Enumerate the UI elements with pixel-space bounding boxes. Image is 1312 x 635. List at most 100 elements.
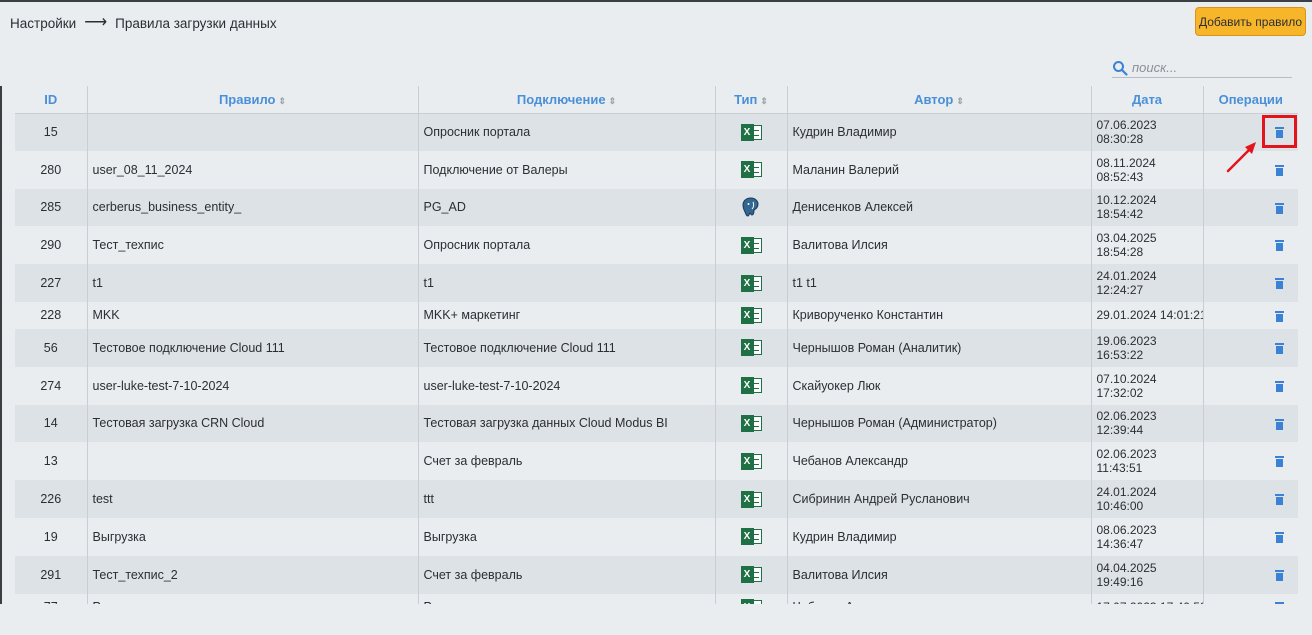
table-row[interactable]: 13 Счет за февраль X Чебанов Александр 02.06… xyxy=(15,442,1298,481)
sort-icon[interactable]: ⇕ xyxy=(956,95,964,106)
delete-icon[interactable] xyxy=(1275,569,1284,581)
cell-date: 07.06.2023 08:30:28 xyxy=(1091,113,1204,151)
column-header-rule[interactable]: Правило ⇕ xyxy=(87,86,419,114)
cell-type: X xyxy=(715,517,788,556)
cell-connection: MKK+ маркетинг xyxy=(418,301,716,329)
time-line: 14:36:47 xyxy=(1096,536,1144,551)
table-row[interactable]: 15 Опросник портала X Кудрин Владимир 07.06.… xyxy=(15,113,1298,151)
cell-author: Валитова Илсия xyxy=(787,226,1092,265)
sort-icon[interactable]: ⇕ xyxy=(608,95,617,106)
breadcrumb-settings-link[interactable]: Настройки xyxy=(10,15,77,31)
time-line: 17:32:02 xyxy=(1096,385,1144,400)
delete-icon[interactable] xyxy=(1275,602,1284,604)
cell-connection: user-luke-test-7-10-2024 xyxy=(418,366,716,405)
date-line: 02.06.2023 xyxy=(1096,447,1157,462)
search-icon[interactable] xyxy=(1112,60,1128,76)
cell-rule: user-luke-test-7-10-2024 xyxy=(87,366,419,405)
time-line: 11:43:51 xyxy=(1096,461,1143,476)
date-line: 24.01.2024 xyxy=(1096,269,1157,284)
column-header-author[interactable]: Автор ⇕ xyxy=(787,86,1092,114)
delete-icon[interactable] xyxy=(1275,380,1284,392)
cell-date: 04.04.2025 19:49:16 xyxy=(1091,555,1204,594)
cell-rule: Тест_техпис xyxy=(87,226,419,265)
cell-author: Сибринин Андрей Русланович xyxy=(787,480,1092,518)
table-row[interactable]: 274 user-luke-test-7-10-2024 user-luke-tes… xyxy=(15,366,1298,405)
cell-rule: Тестовое подключение Cloud 111 xyxy=(87,328,419,367)
cell-type xyxy=(715,188,788,227)
cell-id: 226 xyxy=(15,480,88,518)
delete-icon[interactable] xyxy=(1275,278,1284,290)
delete-icon[interactable] xyxy=(1275,343,1284,355)
left-border xyxy=(0,86,2,604)
cell-operations xyxy=(1203,555,1298,594)
sort-icon[interactable]: ⇕ xyxy=(760,95,768,106)
table-row[interactable]: 291 Тест_техпис_2 Счет за февраль X Валитова… xyxy=(15,555,1298,594)
delete-icon[interactable] xyxy=(1275,532,1284,544)
date-line: 04.04.2025 xyxy=(1096,560,1157,575)
column-header-type[interactable]: Тип ⇕ xyxy=(715,86,788,114)
delete-icon[interactable] xyxy=(1275,310,1284,322)
excel-icon: X xyxy=(740,566,762,584)
cell-date: 07.10.2024 17:32:02 xyxy=(1091,366,1204,405)
cell-rule: Тестовая загрузка CRN Cloud xyxy=(87,404,419,443)
breadcrumb: Настройки ⟶ Правила загрузки данных xyxy=(10,14,277,32)
column-header-id[interactable]: ID xyxy=(15,86,88,114)
table-row[interactable]: 280 user_08_11_2024 Подключение от Валеры X… xyxy=(15,150,1298,189)
excel-icon: X xyxy=(740,306,762,324)
date-line: 03.04.2025 xyxy=(1096,231,1157,246)
cell-id: 291 xyxy=(15,555,88,594)
column-header-date[interactable]: Дата xyxy=(1091,86,1204,114)
excel-icon: X xyxy=(740,528,762,546)
excel-icon: X xyxy=(740,452,762,470)
cell-date: 08.06.2023 14:36:47 xyxy=(1091,517,1204,556)
delete-icon[interactable] xyxy=(1275,127,1284,139)
table-row[interactable]: 19 Выгрузка Выгрузка X Кудрин Владимир 08.06.… xyxy=(15,517,1298,556)
cell-date: 24.01.2024 12:24:27 xyxy=(1091,264,1204,302)
table-row[interactable]: 228 MKK MKK+ маркетинг X Криворученко Конста… xyxy=(15,301,1298,329)
cell-type: X xyxy=(715,113,788,151)
cell-date: 02.06.2023 11:43:51 xyxy=(1091,442,1204,481)
top-border xyxy=(0,0,1312,2)
table-row[interactable]: 77РокалаРокалаXЧебанов Александр17.07.20… xyxy=(15,593,1298,604)
cell-rule: Выгрузка xyxy=(87,517,419,556)
time-line: 16:53:22 xyxy=(1096,347,1144,362)
cell-author: Криворученко Константин xyxy=(787,301,1092,329)
cell-id: 19 xyxy=(15,517,88,556)
date-line: 08.11.2024 xyxy=(1096,155,1156,170)
cell-connection: PG_AD xyxy=(418,188,716,227)
column-header-connection[interactable]: Подключение ⇕ xyxy=(418,86,716,114)
cell-connection: Опросник портала xyxy=(418,226,716,265)
cell-connection: Выгрузка xyxy=(418,517,716,556)
table-row[interactable]: 14 Тестовая загрузка CRN Cloud Тестовая за… xyxy=(15,404,1298,443)
rules-table-container: ID Правило ⇕ Подключение ⇕ Тип ⇕ Автор ⇕ Дат… xyxy=(15,86,1298,604)
sort-icon[interactable]: ⇕ xyxy=(278,95,287,106)
search-input[interactable] xyxy=(1132,60,1282,75)
table-row[interactable]: 226 test ttt X Сибринин Андрей Русланович 24.… xyxy=(15,480,1298,518)
table-row[interactable]: 290 Тест_техпис Опросник портала X Валитова … xyxy=(15,226,1298,265)
table-row[interactable]: 285 cerberus_business_entity_ PG_AD Денисен… xyxy=(15,188,1298,227)
cell-type: X xyxy=(715,366,788,405)
delete-icon[interactable] xyxy=(1275,494,1284,506)
cell-connection: ttt xyxy=(418,480,716,518)
excel-icon: X xyxy=(740,490,762,508)
cell-operations xyxy=(1203,404,1298,443)
table-row[interactable]: 56 Тестовое подключение Cloud 111 Тестовое… xyxy=(15,328,1298,367)
date-line: 19.06.2023 xyxy=(1096,333,1157,348)
add-rule-button[interactable]: Добавить правило xyxy=(1195,7,1306,36)
postgresql-icon xyxy=(742,197,759,217)
cell-date: 10.12.2024 18:54:42 xyxy=(1091,188,1204,227)
delete-icon[interactable] xyxy=(1275,456,1284,468)
cell-connection: Счет за февраль xyxy=(418,555,716,594)
delete-icon[interactable] xyxy=(1275,418,1284,430)
cell-rule: cerberus_business_entity_ xyxy=(87,188,419,227)
delete-icon[interactable] xyxy=(1275,202,1284,214)
cell-date: 29.01.2024 14:01:21 xyxy=(1091,301,1204,329)
cell-connection: Подключение от Валеры xyxy=(418,150,716,189)
cell-type: X xyxy=(715,442,788,481)
delete-icon[interactable] xyxy=(1275,240,1284,252)
delete-icon[interactable] xyxy=(1275,164,1284,176)
cell-author: Чебанов Александр xyxy=(787,593,1092,604)
rules-table: ID Правило ⇕ Подключение ⇕ Тип ⇕ Автор ⇕ Дат… xyxy=(15,86,1298,604)
excel-icon: X xyxy=(740,274,762,292)
